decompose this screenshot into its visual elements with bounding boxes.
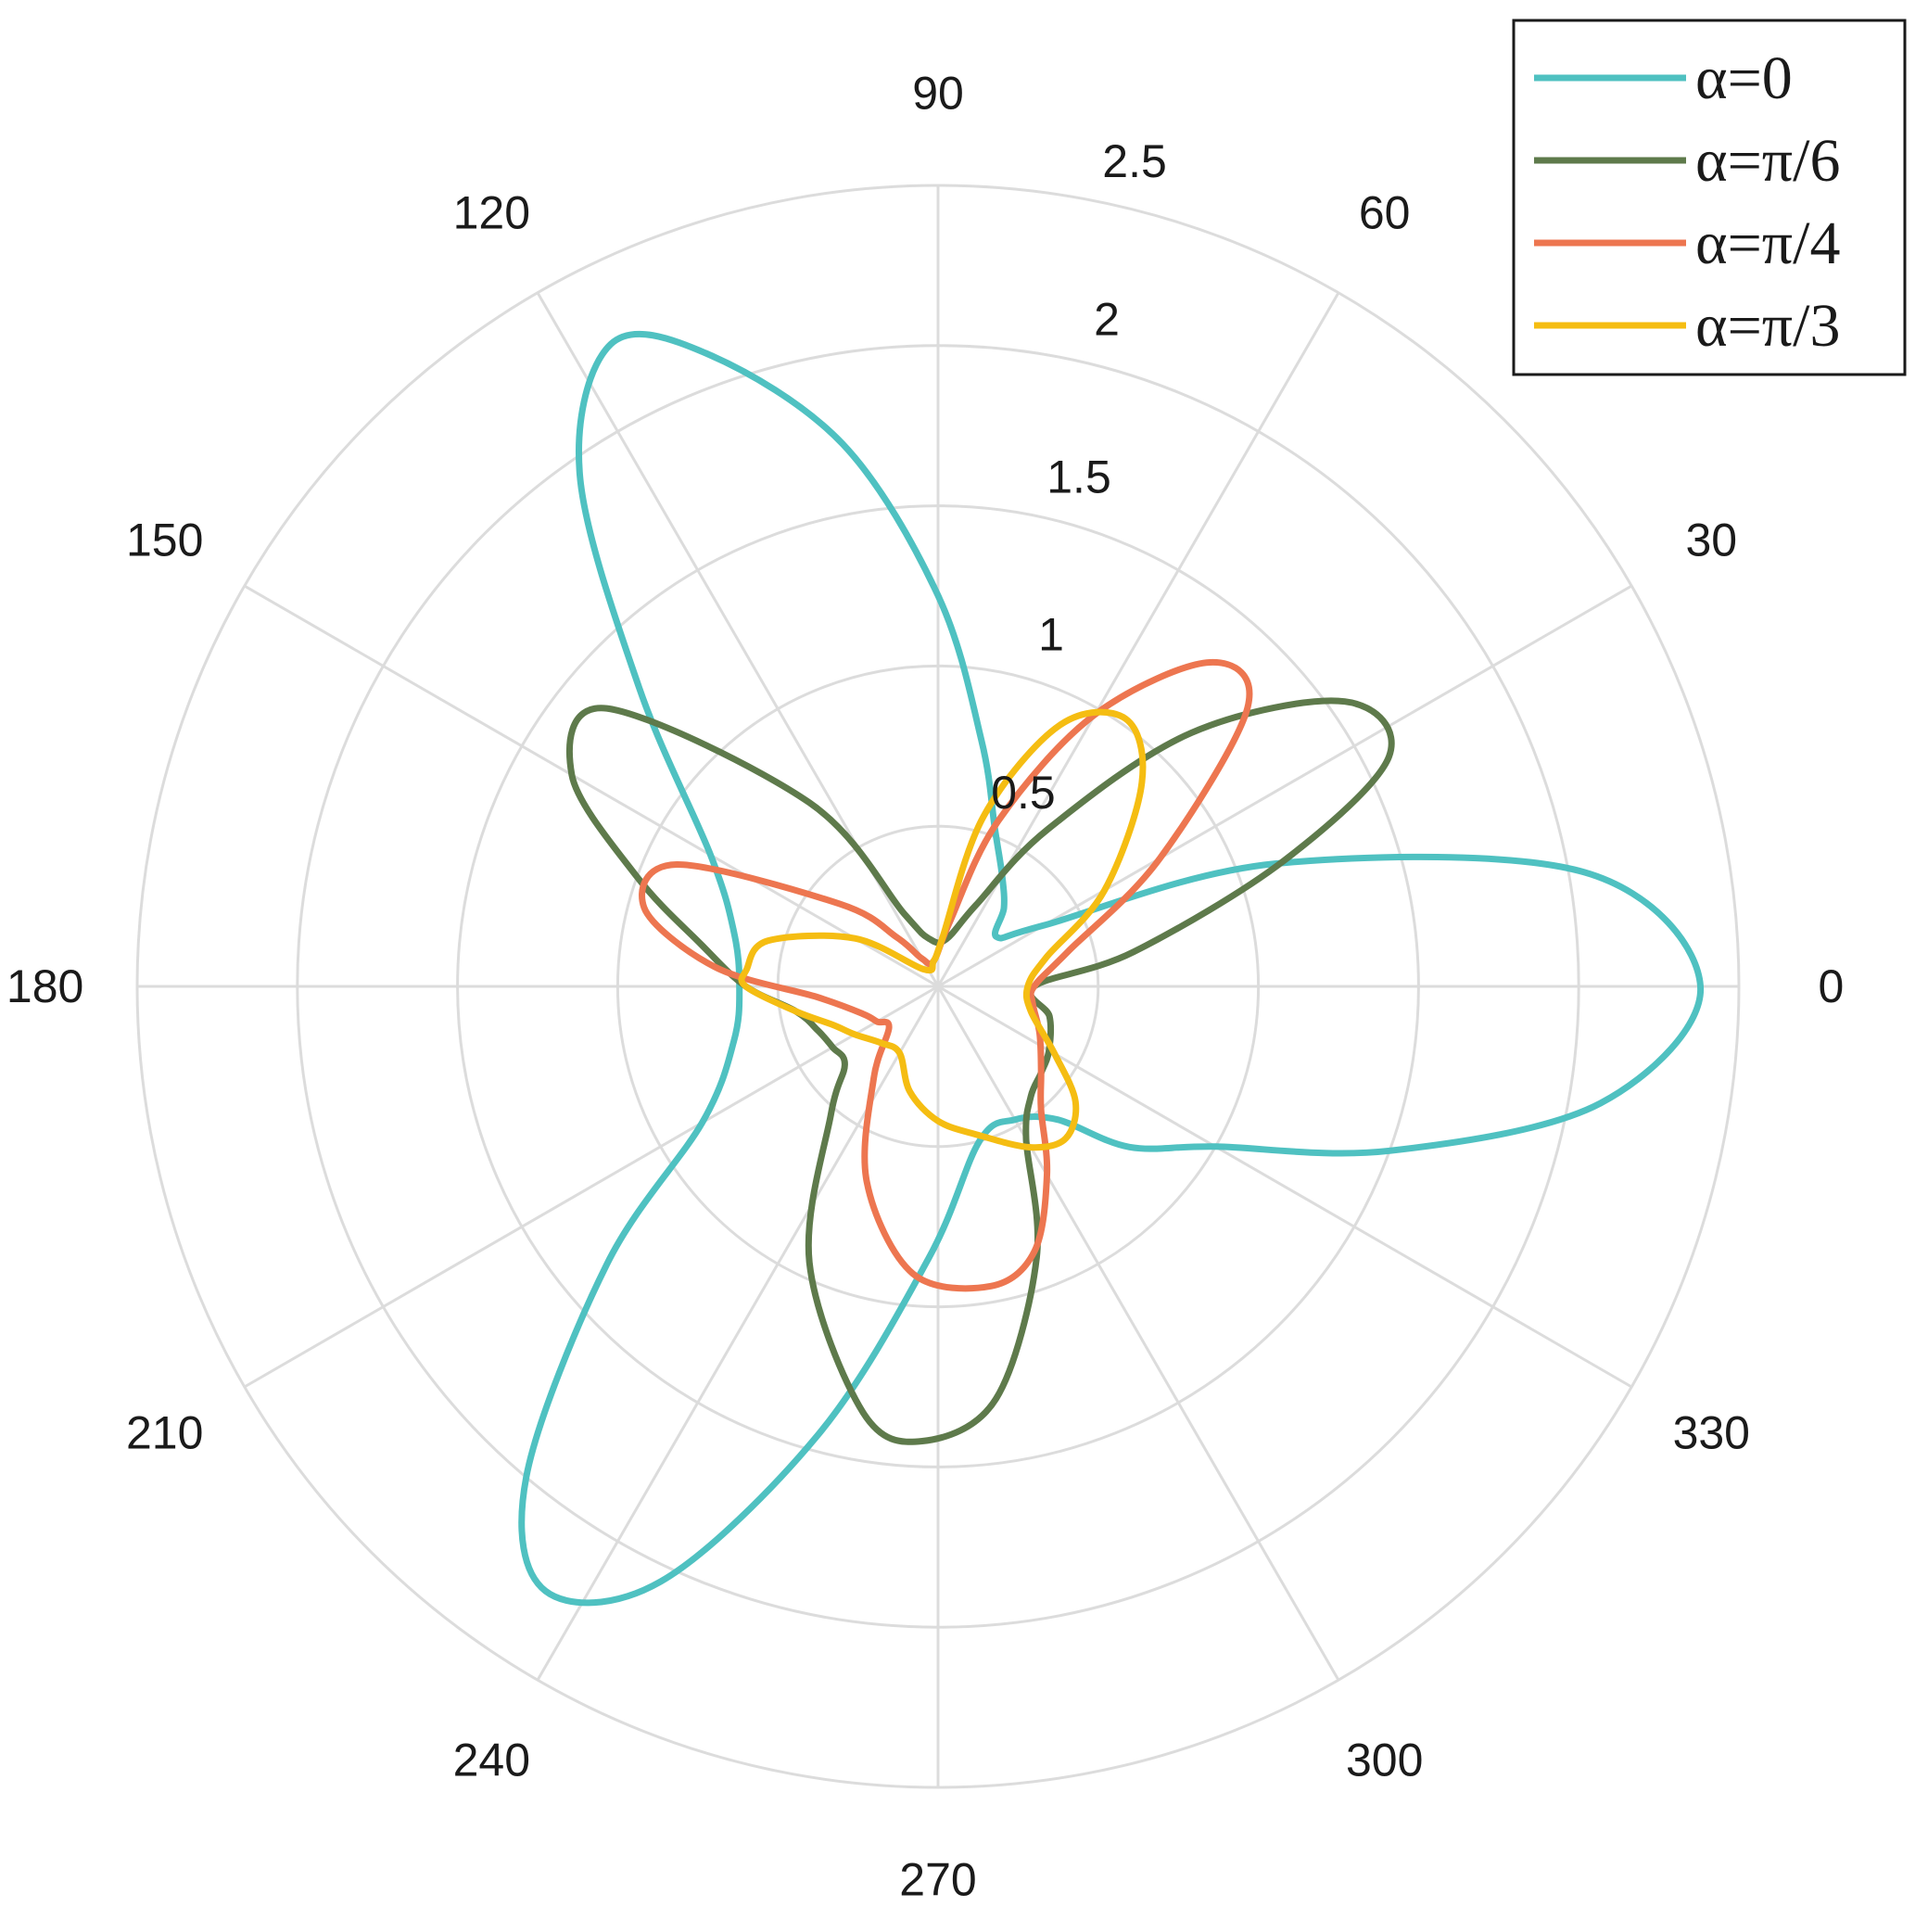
angle-tick-label: 90 [912, 68, 964, 120]
angle-tick-label: 210 [126, 1407, 203, 1459]
angle-tick-label: 180 [6, 960, 83, 1012]
radial-tick-label: 2.5 [1102, 135, 1167, 187]
legend-label: α=π/6 [1695, 127, 1840, 195]
radial-tick-label: 2 [1094, 293, 1120, 345]
legend: α=0 α=π/6 α=π/4 α=π/3 [1512, 19, 1907, 376]
angle-tick-label: 300 [1346, 1734, 1423, 1786]
radial-tick-label: 1.5 [1046, 451, 1111, 502]
radial-tick-label: 1 [1038, 609, 1064, 661]
angle-tick-label: 120 [453, 187, 530, 239]
grid-spoke [536, 985, 940, 1681]
series-line-4 [738, 708, 1147, 1151]
legend-label: α=π/4 [1695, 210, 1840, 277]
series-line-2 [566, 697, 1395, 1445]
series-line-3 [639, 658, 1253, 1292]
angle-tick-label: 0 [1818, 960, 1844, 1012]
grid-spoke [244, 985, 939, 1389]
radial-tick-labels: 0.5 1 1.5 2 2.5 [991, 135, 1167, 819]
series-lines [518, 330, 1705, 1607]
series-line-1 [518, 330, 1705, 1607]
angle-tick-label: 30 [1685, 514, 1737, 566]
angle-tick-labels: 0 30 60 90 120 150 180 210 240 270 300 330 [6, 68, 1844, 1906]
angle-tick-label: 330 [1673, 1407, 1750, 1459]
angle-tick-label: 240 [453, 1734, 530, 1786]
polar-grid [135, 184, 1741, 1789]
angle-tick-label: 150 [126, 514, 203, 566]
angle-tick-label: 60 [1359, 187, 1411, 239]
legend-label: α=π/3 [1695, 292, 1840, 360]
grid-spoke [936, 985, 1340, 1681]
angle-tick-label: 270 [899, 1853, 976, 1905]
radial-tick-label: 0.5 [991, 767, 1056, 819]
grid-spoke [244, 584, 939, 988]
legend-label: α=0 [1695, 44, 1793, 112]
